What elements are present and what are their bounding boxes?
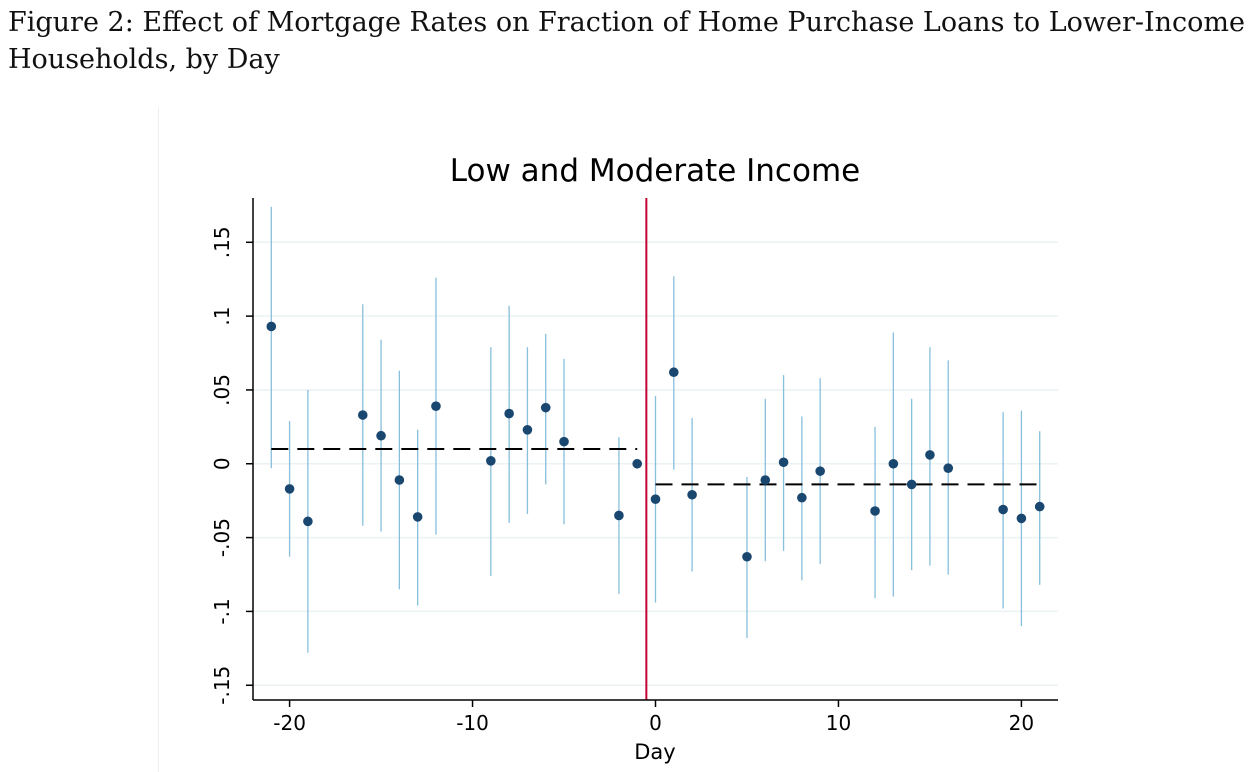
data-point bbox=[760, 475, 771, 485]
y-tick-label: -.15 bbox=[210, 666, 234, 705]
data-point bbox=[614, 510, 624, 521]
figure-caption: Figure 2: Effect of Mortgage Rates on Fr… bbox=[8, 7, 1246, 75]
data-point bbox=[1016, 513, 1027, 524]
data-point bbox=[266, 321, 277, 332]
panel-edge bbox=[158, 108, 159, 772]
y-tick-label: -.05 bbox=[210, 518, 234, 557]
chart-title: Low and Moderate Income bbox=[450, 153, 860, 189]
x-tick-label: -10 bbox=[456, 711, 489, 735]
data-point bbox=[632, 458, 643, 469]
data-point bbox=[559, 436, 569, 447]
y-tick-label: .1 bbox=[210, 307, 234, 326]
x-tick-label: 0 bbox=[649, 711, 662, 735]
data-point bbox=[303, 516, 313, 527]
gridlines bbox=[253, 241, 1058, 686]
data-point bbox=[504, 408, 514, 419]
data-point bbox=[431, 401, 441, 411]
data-point bbox=[357, 410, 368, 420]
y-tick-label: .15 bbox=[210, 226, 234, 258]
axes: .15 .1 .05 0 -.05 -.1 -.15 -20 -10 0 10 20 bbox=[210, 198, 1058, 735]
data-point bbox=[870, 506, 880, 516]
data-point bbox=[797, 492, 807, 503]
data-point bbox=[376, 430, 386, 441]
data-point bbox=[906, 479, 917, 490]
data-point bbox=[412, 512, 423, 522]
data-point bbox=[815, 466, 825, 476]
chart-panel: .15 .1 .05 0 -.05 -.1 -.15 -20 -10 0 10 20 Low and … bbox=[158, 108, 1258, 772]
data-point bbox=[998, 504, 1008, 515]
data-point bbox=[943, 463, 954, 473]
x-axis-label: Day bbox=[634, 740, 675, 764]
x-tick-label: -20 bbox=[273, 711, 306, 735]
data-point bbox=[650, 494, 661, 505]
y-tick-label: .05 bbox=[210, 374, 234, 406]
data-points bbox=[266, 321, 1045, 562]
x-tick-label: 10 bbox=[826, 711, 851, 735]
data-point bbox=[540, 402, 551, 413]
x-tick-label: 20 bbox=[1009, 711, 1034, 735]
data-point bbox=[1034, 501, 1045, 512]
data-point bbox=[778, 457, 789, 468]
data-point bbox=[284, 484, 295, 494]
data-point bbox=[522, 425, 533, 435]
y-tick-label: -.1 bbox=[210, 598, 234, 624]
data-point bbox=[668, 367, 679, 378]
data-point bbox=[687, 489, 697, 500]
data-point bbox=[742, 551, 752, 562]
average-lines bbox=[271, 448, 1040, 486]
data-point bbox=[394, 475, 405, 485]
y-tick-label: 0 bbox=[210, 457, 234, 470]
data-point bbox=[486, 456, 496, 466]
data-point bbox=[888, 458, 899, 469]
chart-svg: .15 .1 .05 0 -.05 -.1 -.15 -20 -10 0 10 20 Low and … bbox=[210, 153, 1058, 764]
data-point bbox=[925, 450, 935, 460]
confidence-intervals bbox=[270, 206, 1041, 653]
